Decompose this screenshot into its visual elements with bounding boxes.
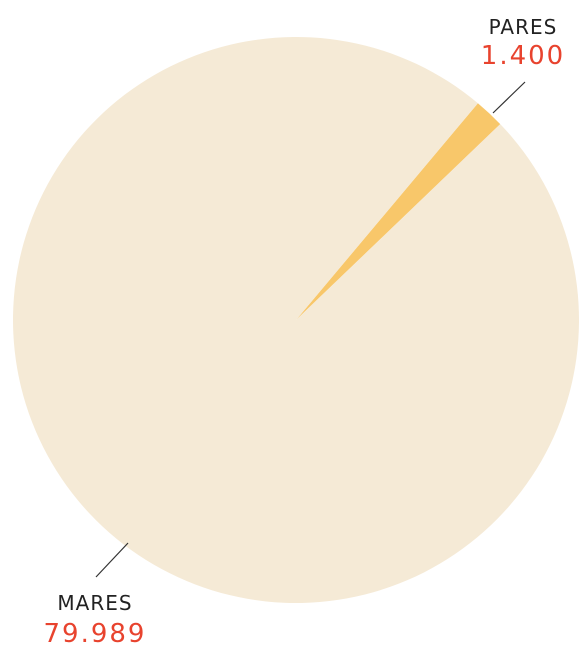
pie-slice (12, 37, 579, 603)
pie (12, 37, 579, 603)
leader-line (95, 542, 129, 578)
slice-value-label: 79.989 (44, 619, 147, 649)
leader-line (492, 81, 526, 114)
slice-label: MARES (57, 591, 132, 615)
pie-slice (296, 103, 501, 321)
slice-label: PARES (489, 15, 558, 39)
slice-value-label: 1.400 (481, 41, 565, 71)
